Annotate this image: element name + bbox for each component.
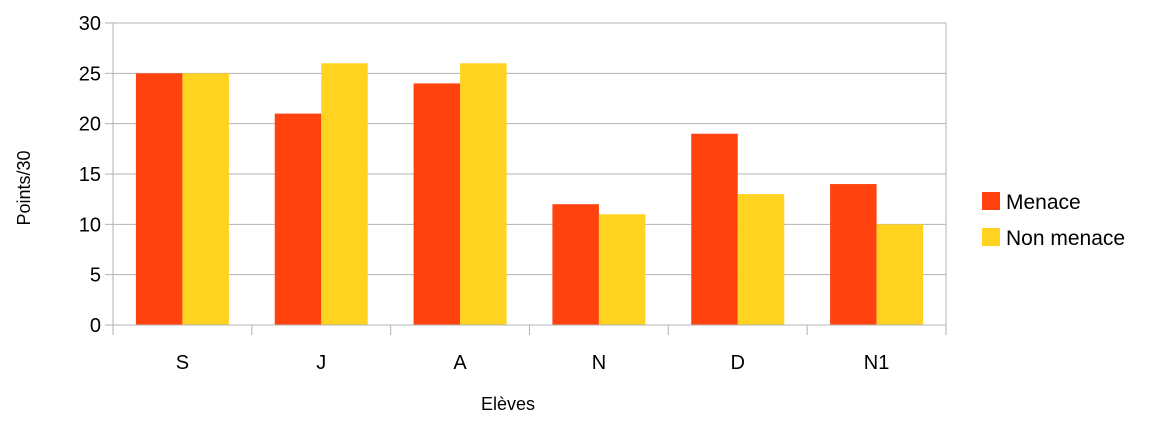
x-tick-label: N — [592, 352, 606, 374]
bar-menace-n1 — [830, 184, 877, 325]
y-tick-label: 20 — [79, 114, 101, 136]
x-tick-label: D — [731, 352, 745, 374]
gridlines — [113, 22, 947, 326]
bars — [135, 63, 924, 326]
y-tick-label: 15 — [79, 164, 101, 186]
axes: 0 5 10 15 20 25 30 S J A N D N1 — [79, 13, 947, 374]
bar-menace-d — [691, 133, 738, 325]
bar-menace-a — [413, 83, 461, 326]
x-tick-label: N1 — [864, 352, 890, 374]
legend-swatch — [982, 228, 1000, 246]
bar-menace-j — [274, 113, 322, 325]
bar-non-menace-n1 — [876, 224, 924, 325]
x-tick-label: A — [453, 352, 467, 374]
y-tick-label: 30 — [79, 13, 101, 35]
bar-non-menace-s — [182, 73, 229, 325]
bar-non-menace-j — [321, 63, 368, 326]
y-axis-title: Points/30 — [14, 150, 34, 225]
y-tick-label: 10 — [79, 214, 101, 236]
legend: Menace Non menace — [982, 191, 1125, 250]
y-tick-label: 5 — [90, 265, 101, 287]
legend-label: Non menace — [1006, 227, 1125, 250]
bar-menace-n — [552, 204, 599, 325]
bar-non-menace-n — [598, 214, 646, 325]
y-tick-label: 25 — [79, 63, 101, 85]
legend-label: Menace — [1006, 191, 1081, 214]
legend-swatch — [982, 192, 1000, 210]
bar-non-menace-a — [460, 63, 507, 326]
bar-non-menace-d — [737, 194, 785, 325]
y-tick-label: 0 — [90, 315, 101, 337]
bar-menace-s — [135, 73, 183, 325]
x-axis-title: Elèves — [481, 394, 535, 414]
x-tick-label: S — [176, 352, 189, 374]
x-tick-label: J — [316, 352, 326, 374]
